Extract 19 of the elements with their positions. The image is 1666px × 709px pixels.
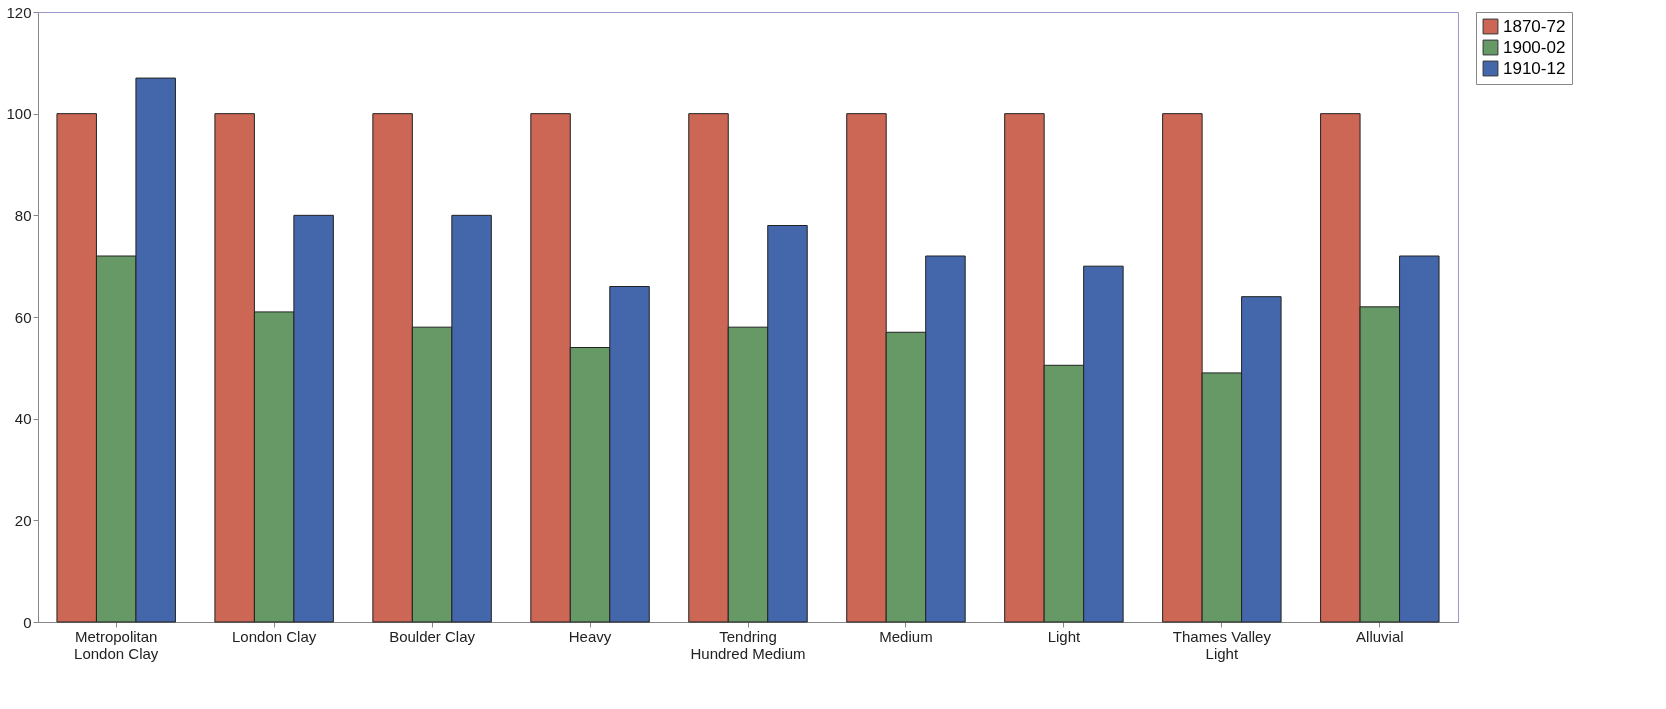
y-tick-label: 80 xyxy=(14,206,32,224)
y-tick-label: 60 xyxy=(14,308,32,326)
x-tick-label: Tendring Hundred Medium xyxy=(690,627,806,662)
x-tick-label: Thames Valley Light xyxy=(1172,627,1272,662)
x-tick-label: Heavy xyxy=(568,627,612,645)
x-tick-label: London Clay xyxy=(232,627,317,645)
legend-label: 1910-12 xyxy=(1503,58,1566,78)
legend-label: 1870-72 xyxy=(1503,16,1566,36)
x-tick-label: Boulder Clay xyxy=(389,627,476,645)
y-tick-label: 40 xyxy=(14,410,32,428)
x-tick-label: Alluvial xyxy=(1356,627,1404,645)
y-tick-label: 100 xyxy=(6,105,32,123)
y-tick-label: 0 xyxy=(23,613,32,631)
x-tick-label: Medium xyxy=(879,627,933,645)
legend-label: 1900-02 xyxy=(1503,37,1566,57)
x-tick-label: Light xyxy=(1047,627,1081,645)
y-tick-label: 120 xyxy=(6,3,32,21)
x-tick-label: Metropolitan London Clay xyxy=(74,627,159,662)
y-tick-label: 20 xyxy=(14,511,32,529)
